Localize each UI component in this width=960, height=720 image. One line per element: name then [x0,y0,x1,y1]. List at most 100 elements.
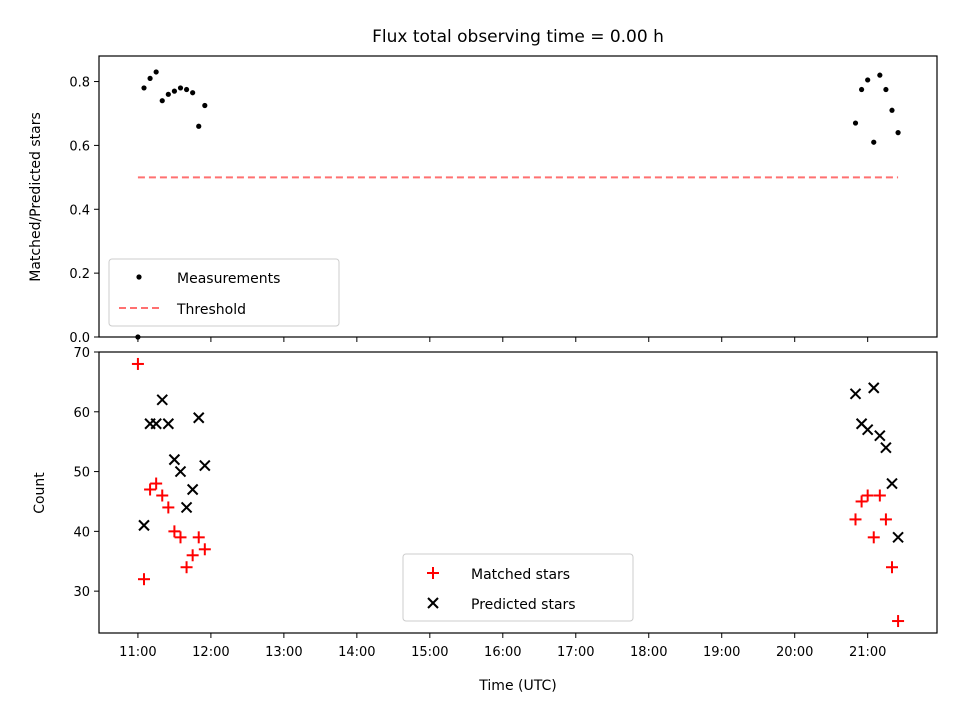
measurement-point [159,98,165,104]
measurement-point [883,86,889,93]
predicted-stars-point [861,424,874,436]
x-tick-label: 13:00 [265,645,302,660]
matched-stars-point [849,513,862,526]
measurement-point [141,85,147,91]
predicted-stars-point [849,388,862,400]
predicted-stars-point [199,459,211,472]
matched-stars-point [144,483,157,496]
x-tick-label: 15:00 [411,645,448,660]
measurement-point [147,75,153,81]
measurement-point [202,102,208,109]
predicted-stars-point [156,394,168,406]
x-tick-label: 21:00 [849,645,886,660]
x-tick-label: 18:00 [630,645,667,660]
matched-stars-point [873,489,886,502]
legend-label-threshold: Threshold [176,302,246,318]
y-tick-label: 50 [73,466,90,481]
x-axis-label: Time (UTC) [478,678,556,694]
legend-marker-matched-stars [427,567,439,579]
y-axis-label-bottom: Count [32,472,48,514]
x-tick-label: 16:00 [484,645,521,660]
matched-stars-point [861,489,874,502]
y-tick-label: 70 [73,346,90,361]
measurement-point [877,72,883,78]
matched-stars-point [138,573,151,586]
series-measurements [135,69,901,340]
y-tick-label: 40 [73,525,90,540]
predicted-stars-point [174,465,187,478]
predicted-stars-point [886,477,898,490]
matched-stars-point [885,561,898,574]
legend-label-measurements: Measurements [177,271,280,287]
measurement-point [171,88,178,94]
legend-bottom-frame [402,553,634,622]
predicted-stars-point [138,519,150,532]
x-tick-label: 14:00 [338,645,375,660]
series-predicted-stars [138,382,904,544]
predicted-stars-point [868,382,880,394]
matched-stars-point [892,615,905,628]
y-tick-label: 0.2 [69,267,90,282]
measurement-point [183,86,190,93]
legend-bottom: Matched stars Predicted stars [402,553,634,622]
measurement-point [153,69,159,75]
matched-stars-point [174,531,187,544]
matched-stars-point [162,501,175,514]
matched-stars-point [131,357,144,370]
measurement-point [858,86,865,93]
y-axis-label-top: Matched/Predicted stars [28,112,44,282]
matched-stars-point [186,549,199,562]
x-tick-label: 11:00 [119,645,156,660]
measurement-point [895,130,901,136]
predicted-stars-point [186,483,199,496]
y-tick-label: 60 [73,406,90,421]
matched-stars-point [198,543,211,556]
top-panel: 0.0 0.2 0.4 0.6 0.8 [69,55,938,346]
measurement-point [196,123,202,129]
matched-stars-point [855,495,868,508]
matched-stars-point [867,531,880,544]
predicted-stars-point [874,429,886,442]
predicted-stars-point [150,418,162,430]
predicted-stars-point [168,453,181,466]
matched-stars-point [180,561,193,574]
y-tick-label: 0.0 [69,331,90,346]
y-tick-label: 30 [73,585,90,600]
series-matched-stars [131,357,905,628]
measurement-point [889,107,895,113]
predicted-stars-point [193,412,205,424]
plot-frame-top [98,55,938,338]
x-tick-label: 19:00 [703,645,740,660]
legend-label-matched-stars: Matched stars [471,567,570,583]
measurement-point [177,85,184,91]
matched-stars-point [879,513,892,526]
x-tick-label: 12:00 [192,645,229,660]
bottom-panel: 30 40 50 60 70 11:00 12:00 13:00 14:00 15:00 16:00… [73,346,938,660]
predicted-stars-point [162,418,175,430]
measurement-point [852,120,859,126]
legend-marker-measurements [136,274,142,280]
legend-top: Measurements Threshold [108,258,340,327]
y-tick-label: 0.8 [69,76,90,91]
legend-marker-predicted-stars [427,597,439,609]
chart-title: Flux total observing time = 0.00 h [372,27,664,47]
measurement-point [865,77,871,83]
matched-stars-point [192,531,205,544]
predicted-stars-point [892,531,904,544]
measurement-point [871,139,877,145]
measurement-point [165,91,171,97]
legend-label-predicted-stars: Predicted stars [471,597,576,613]
y-tick-label: 0.6 [69,139,90,154]
x-tick-label: 17:00 [557,645,594,660]
x-tick-label: 20:00 [776,645,813,660]
legend-top-frame [108,258,340,327]
y-tick-label: 0.4 [69,203,90,218]
measurement-point [190,90,196,96]
matched-stars-point [168,525,181,538]
predicted-stars-point [180,501,193,514]
matched-stars-point [150,477,163,490]
plot-frame-bottom [98,351,938,634]
predicted-stars-point [880,441,892,454]
matched-stars-point [156,489,169,502]
